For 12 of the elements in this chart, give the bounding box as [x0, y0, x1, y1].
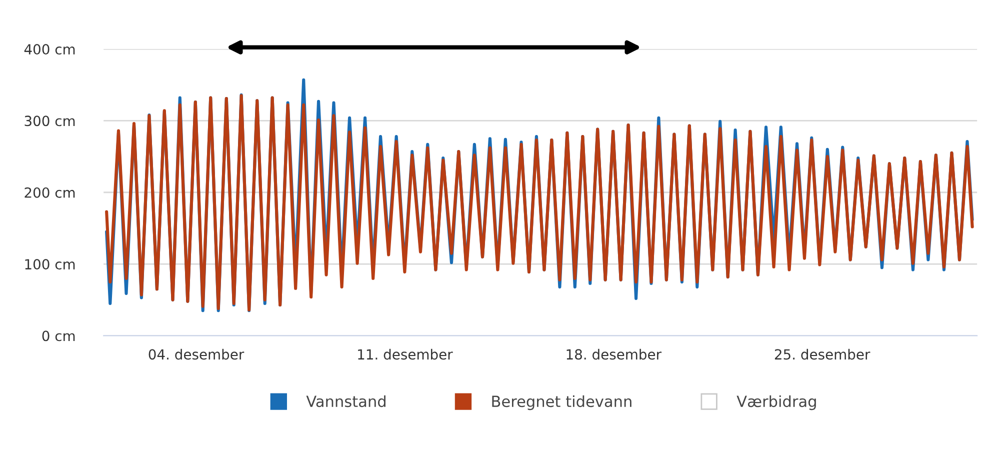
- y-tick-label: 400 cm: [24, 44, 75, 55]
- legend-label: Vannstand: [306, 395, 386, 408]
- legend-label: Værbidrag: [736, 395, 816, 410]
- x-tick-label: 11. desember: [358, 348, 453, 360]
- x-tick-label: 25. desember: [774, 348, 870, 360]
- legend-label: Beregnet tidevann: [492, 395, 632, 410]
- y-tick-label: 100 cm: [25, 259, 75, 270]
- y-tick-label: 200 cm: [24, 187, 75, 198]
- x-tick-label: 04. desember: [148, 348, 244, 360]
- y-tick-label: 0 cm: [42, 330, 75, 342]
- y-tick-label: 300 cm: [24, 116, 75, 126]
- x-tick-label: 18. desember: [566, 348, 662, 360]
